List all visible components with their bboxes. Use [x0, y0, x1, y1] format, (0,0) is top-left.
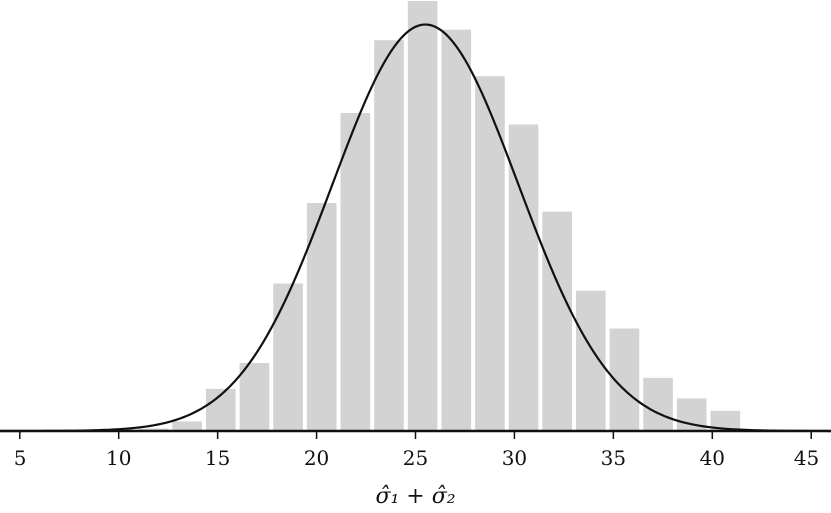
- x-tick-label-15: 15: [205, 446, 230, 470]
- histogram-bar-18: [710, 410, 741, 431]
- x-tick-label-45: 45: [794, 446, 819, 470]
- histogram-bar-11: [475, 76, 505, 431]
- x-tick-label-10: 10: [106, 446, 131, 470]
- histogram-bar-7: [340, 113, 371, 432]
- x-tick-label-25: 25: [403, 446, 428, 470]
- histogram-bar-9: [407, 0, 438, 432]
- x-tick-label-5: 5: [14, 446, 27, 470]
- histogram-bar-5: [273, 283, 303, 431]
- histogram-bar-2: [172, 421, 202, 431]
- density-curve: [0, 23, 831, 433]
- histogram-bar-14: [575, 290, 606, 431]
- histogram-bar-10: [441, 29, 472, 431]
- histogram-bar-8: [374, 40, 404, 431]
- x-tick-label-35: 35: [601, 446, 626, 470]
- histogram-bar-4: [239, 363, 270, 431]
- x-axis-label: σ̂₁ + σ̂₂: [375, 484, 455, 509]
- x-tick-label-30: 30: [502, 446, 527, 470]
- x-axis-ticks: 5 10 15 20 25 30 35 40 45: [14, 431, 819, 470]
- x-tick-label-20: 20: [304, 446, 329, 470]
- x-tick-label-40: 40: [700, 446, 725, 470]
- histogram-bar-16: [643, 377, 673, 431]
- histogram-bars: [138, 0, 741, 432]
- histogram-bar-13: [542, 211, 572, 431]
- histogram-bar-12: [508, 124, 539, 431]
